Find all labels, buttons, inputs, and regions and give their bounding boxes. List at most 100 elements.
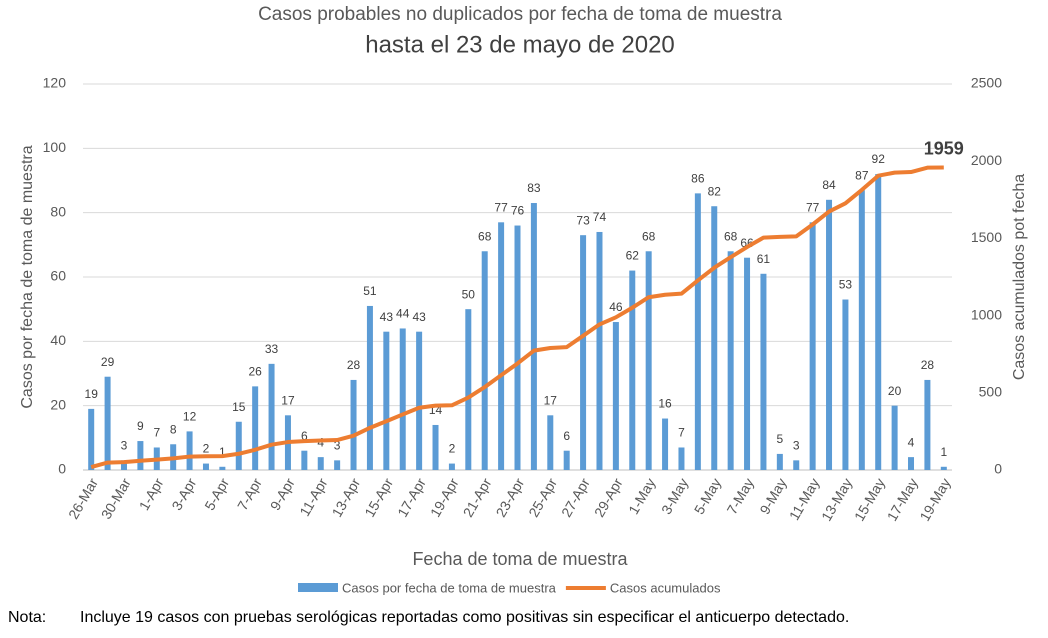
x-tick-label: 5-May <box>691 475 724 517</box>
y2-tick-label: 0 <box>994 461 1002 477</box>
bar <box>875 174 882 471</box>
bar <box>826 199 833 471</box>
bar <box>448 463 455 470</box>
bar-value-label: 82 <box>708 184 722 198</box>
y-tick-label: 60 <box>50 268 66 284</box>
x-tick-label: 27-Apr <box>558 475 593 520</box>
bar <box>760 273 767 470</box>
x-tick-label: 13-May <box>818 475 855 523</box>
y-tick-label: 20 <box>50 396 66 412</box>
bar-value-label: 61 <box>757 252 771 266</box>
y-tick-label: 40 <box>50 332 66 348</box>
x-tick-label: 29-Apr <box>591 475 626 520</box>
x-tick-label: 9-May <box>756 475 789 517</box>
x-tick-label: 30-Mar <box>98 475 134 522</box>
x-axis-title: Fecha de toma de muestra <box>412 549 628 569</box>
y-tick-label: 0 <box>58 461 66 477</box>
bar-value-label: 8 <box>170 422 177 436</box>
bar <box>481 251 488 470</box>
bar <box>940 466 947 470</box>
bar-value-label: 26 <box>248 365 262 379</box>
x-tick-label: 19-May <box>916 475 953 523</box>
bar-value-label: 29 <box>101 355 115 369</box>
legend-swatch <box>298 583 338 592</box>
x-tick-label: 25-Apr <box>525 475 560 520</box>
bar-value-label: 17 <box>281 393 295 407</box>
bar <box>530 203 537 470</box>
bar <box>563 450 570 470</box>
x-tick-label: 7-May <box>724 475 757 517</box>
x-tick-label: 7-Apr <box>234 475 265 513</box>
chart-subtitle: hasta el 23 de mayo de 2020 <box>365 31 675 58</box>
bar-value-label: 53 <box>839 278 853 292</box>
x-tick-label: 17-May <box>884 475 921 523</box>
bar <box>88 408 95 470</box>
bar <box>908 457 915 470</box>
bar <box>612 322 619 470</box>
bar-value-label: 6 <box>301 429 308 443</box>
x-tick-label: 5-Apr <box>201 475 232 513</box>
bar <box>366 305 373 470</box>
bar-value-label: 43 <box>380 310 394 324</box>
bar-value-label: 44 <box>396 307 410 321</box>
bar-value-label: 43 <box>412 310 426 324</box>
bar-value-label: 1 <box>219 445 226 459</box>
bar <box>645 251 652 470</box>
x-tick-label: 1-Apr <box>136 475 167 513</box>
x-tick-label: 9-Apr <box>267 475 298 513</box>
bar-value-label: 19 <box>85 387 99 401</box>
bar-value-label: 46 <box>609 300 623 314</box>
bar <box>465 309 472 470</box>
bar <box>219 466 226 470</box>
x-tick-label: 26-Mar <box>65 475 101 522</box>
x-tick-label: 1-May <box>625 475 658 517</box>
bar-value-label: 9 <box>137 419 144 433</box>
bar <box>268 363 275 470</box>
bar-value-label: 73 <box>576 213 590 227</box>
bar <box>416 331 423 470</box>
bar <box>858 190 865 470</box>
bar-value-label: 7 <box>153 426 160 440</box>
bar <box>383 331 390 470</box>
bar <box>547 415 554 470</box>
y2-tick-label: 2000 <box>971 152 1002 168</box>
bar <box>809 222 816 470</box>
x-tick-label: 3-May <box>658 475 691 517</box>
bar-value-label: 2 <box>449 442 456 456</box>
bar <box>629 270 636 470</box>
bar-value-label: 86 <box>691 172 705 186</box>
legend-label: Casos por fecha de toma de muestra <box>342 580 557 595</box>
cumulative-line <box>90 165 944 469</box>
bar <box>514 225 521 470</box>
bar <box>711 206 718 470</box>
bar <box>120 460 127 470</box>
bar <box>137 441 144 470</box>
bar-value-label: 3 <box>793 439 800 453</box>
bar-value-label: 16 <box>658 397 672 411</box>
bar <box>842 299 849 470</box>
bar <box>694 193 701 470</box>
x-tick-label: 19-Apr <box>427 475 462 520</box>
bar-value-label: 92 <box>872 152 886 166</box>
bar-value-label: 3 <box>334 439 341 453</box>
bar <box>350 379 357 470</box>
bar <box>498 222 505 470</box>
bar-value-label: 77 <box>806 200 820 214</box>
y-tick-label: 100 <box>43 139 67 155</box>
bar <box>596 231 603 470</box>
y-axis-title: Casos por fecha de toma de muestra <box>19 145 36 408</box>
bar <box>580 235 587 470</box>
bar <box>301 450 308 470</box>
bar-value-label: 28 <box>921 358 935 372</box>
bar <box>891 405 898 470</box>
bar <box>727 251 734 470</box>
bar <box>399 328 406 470</box>
x-tick-label: 15-May <box>851 475 888 523</box>
bar-value-label: 62 <box>626 249 640 263</box>
bar-value-label: 15 <box>232 400 246 414</box>
bar-value-label: 83 <box>527 181 541 195</box>
y2-tick-label: 500 <box>979 384 1003 400</box>
bar <box>793 460 800 470</box>
bar <box>678 447 685 470</box>
